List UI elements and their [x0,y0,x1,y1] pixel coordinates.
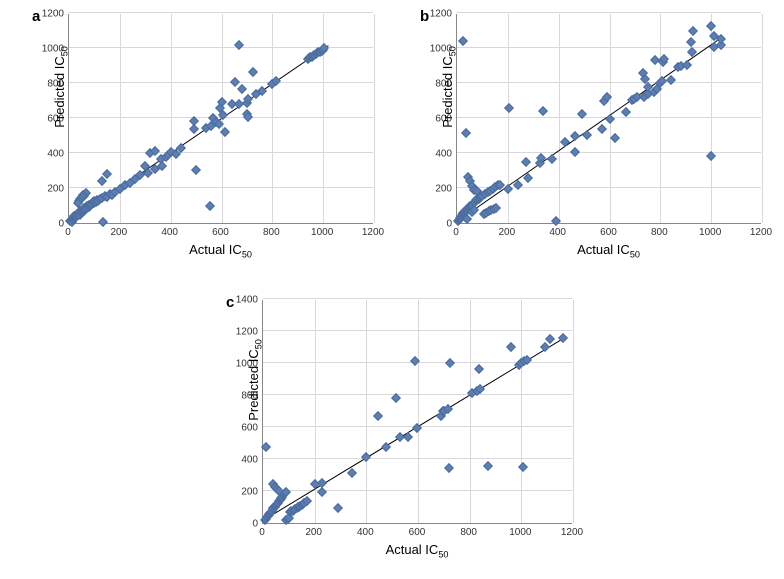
marker-diamond [538,106,548,116]
xtick-label: 200 [305,527,322,538]
gridline-horizontal [263,458,572,459]
gridline-vertical [660,14,661,223]
xtick-label: 400 [549,227,566,238]
marker-diamond [234,40,244,50]
marker-diamond [261,443,271,453]
xtick-label: 600 [600,227,617,238]
xtick-label: 200 [498,227,515,238]
xaxis-label-a: Actual IC50 [189,242,252,260]
marker-diamond [686,37,696,47]
xtick-label: 600 [212,227,229,238]
marker-diamond [237,84,247,94]
marker-diamond [317,487,327,497]
gridline-vertical [559,14,560,223]
gridline-horizontal [457,152,761,153]
marker-diamond [597,124,607,134]
xtick-label: 400 [161,227,178,238]
marker-diamond [333,503,343,513]
gridline-vertical [762,14,763,223]
plot-area-b [456,14,761,224]
xtick-label: 200 [110,227,127,238]
marker-diamond [461,128,471,138]
ytick-label: 400 [38,149,64,160]
xtick-label: 1200 [561,527,583,538]
marker-diamond [458,36,468,46]
xtick-label: 0 [453,227,459,238]
yaxis-label-b: Predicted IC50 [440,46,458,128]
marker-diamond [506,342,516,352]
marker-diamond [444,463,454,473]
marker-diamond [521,157,531,167]
ytick-label: 200 [232,487,258,498]
ytick-label: 1200 [38,9,64,20]
ytick-label: 0 [426,219,452,230]
ytick-label: 1400 [232,295,258,306]
marker-diamond [347,468,357,478]
plot-area-a [68,14,373,224]
ytick-label: 400 [232,455,258,466]
marker-diamond [605,114,615,124]
marker-diamond [248,67,258,77]
marker-diamond [98,217,108,227]
marker-diamond [518,462,528,472]
plot-area-c [262,300,572,524]
marker-diamond [570,147,580,157]
gridline-vertical [374,14,375,223]
gridline-horizontal [69,82,373,83]
marker-diamond [706,21,716,31]
gridline-horizontal [263,298,572,299]
marker-diamond [191,165,201,175]
gridline-vertical [272,14,273,223]
gridline-vertical [171,14,172,223]
xaxis-label-c: Actual IC50 [386,542,449,560]
ytick-label: 200 [426,184,452,195]
xtick-label: 1000 [509,527,531,538]
marker-diamond [610,133,620,143]
xtick-label: 0 [65,227,71,238]
marker-diamond [513,180,523,190]
yaxis-label-c: Predicted IC50 [246,339,264,421]
ytick-label: 200 [38,184,64,195]
gridline-horizontal [457,12,761,13]
ytick-label: 1200 [232,327,258,338]
xtick-label: 1200 [750,227,772,238]
xtick-label: 800 [460,527,477,538]
ytick-label: 0 [38,219,64,230]
marker-diamond [483,461,493,471]
ytick-label: 0 [232,519,258,530]
xtick-label: 400 [357,527,374,538]
marker-diamond [547,154,557,164]
marker-diamond [474,364,484,374]
gridline-vertical [573,300,574,523]
panel-c: c020040060080010001200020040060080010001… [198,290,590,574]
gridline-horizontal [263,330,572,331]
gridline-horizontal [69,152,373,153]
gridline-horizontal [69,12,373,13]
xtick-label: 600 [409,527,426,538]
marker-diamond [621,107,631,117]
xtick-label: 1200 [362,227,384,238]
xtick-label: 800 [263,227,280,238]
marker-diamond [445,358,455,368]
xtick-label: 0 [259,527,265,538]
marker-diamond [373,411,383,421]
marker-diamond [504,103,514,113]
ytick-label: 1200 [426,9,452,20]
panel-b: b020040060080010001200020040060080010001… [396,4,780,268]
panel-a: a020040060080010001200020040060080010001… [8,4,388,268]
marker-diamond [688,26,698,36]
ytick-label: 400 [426,149,452,160]
ytick-label: 600 [232,423,258,434]
marker-diamond [560,137,570,147]
marker-diamond [582,130,592,140]
xtick-label: 1000 [699,227,721,238]
xaxis-label-b: Actual IC50 [577,242,640,260]
marker-diamond [205,201,215,211]
gridline-horizontal [457,82,761,83]
xtick-label: 800 [651,227,668,238]
gridline-horizontal [263,394,572,395]
xtick-label: 1000 [311,227,333,238]
marker-diamond [558,333,568,343]
yaxis-label-a: Predicted IC50 [52,46,70,128]
